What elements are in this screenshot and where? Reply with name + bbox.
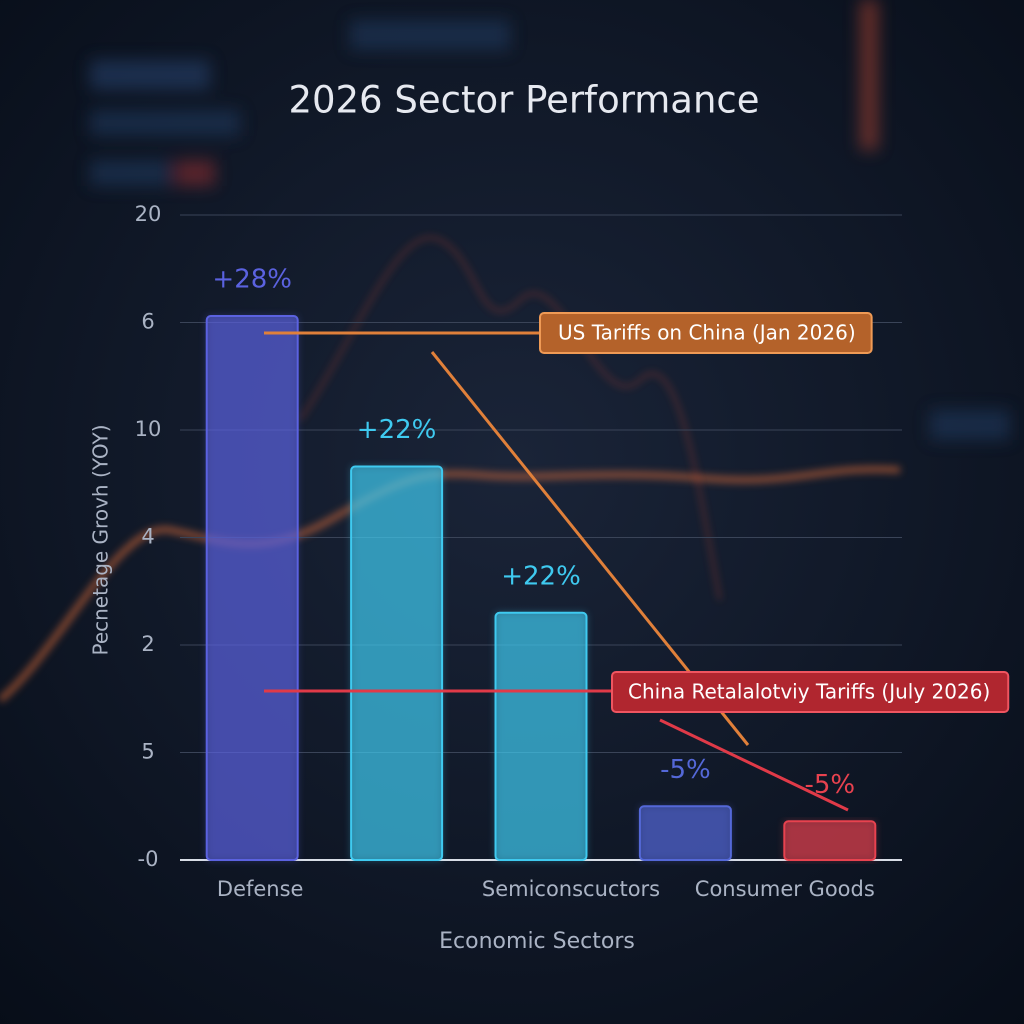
- background-trend: [298, 236, 722, 601]
- annotation-line: [659, 718, 849, 812]
- x-tick-label: Semiconscuctors: [482, 877, 660, 901]
- annotation: US Tariffs on China (Jan 2026): [558, 321, 856, 345]
- chart-title: 2026 Sector Performance: [288, 79, 759, 122]
- annotation-box: [611, 671, 1010, 713]
- y-tick-label: 2: [141, 632, 154, 656]
- background-decor: [90, 0, 1010, 440]
- y-tick-label: 4: [141, 525, 154, 549]
- x-tick-label: Consumer Goods: [695, 877, 875, 901]
- bar: [638, 805, 732, 861]
- y-tick-label: 6: [141, 310, 154, 334]
- annotation: China Retalalotviy Tariffs (July 2026): [628, 680, 990, 704]
- y-axis-title: Pecnetage Grovh (YOY): [89, 424, 113, 655]
- x-axis-title: Economic Sectors: [439, 929, 635, 954]
- data-label: +22%: [501, 561, 581, 591]
- data-label: -5%: [804, 770, 855, 800]
- bar: [205, 315, 299, 861]
- x-tick-label: Defense: [217, 877, 304, 901]
- y-tick-label: -0: [138, 847, 159, 871]
- plot: -0 5 2 4 10 6 20 Defense +28% +22% Semiconscuctors…: [135, 202, 902, 901]
- y-tick-label: 5: [141, 740, 154, 764]
- bar: [494, 611, 588, 861]
- bar: [783, 820, 877, 861]
- data-label: -5%: [660, 755, 711, 785]
- bar: [350, 465, 444, 861]
- annotation-box: [539, 312, 873, 354]
- y-tick-label: 10: [135, 417, 162, 441]
- data-label: +22%: [357, 415, 437, 445]
- y-tick-label: 20: [135, 202, 162, 226]
- data-label: +28%: [212, 265, 292, 295]
